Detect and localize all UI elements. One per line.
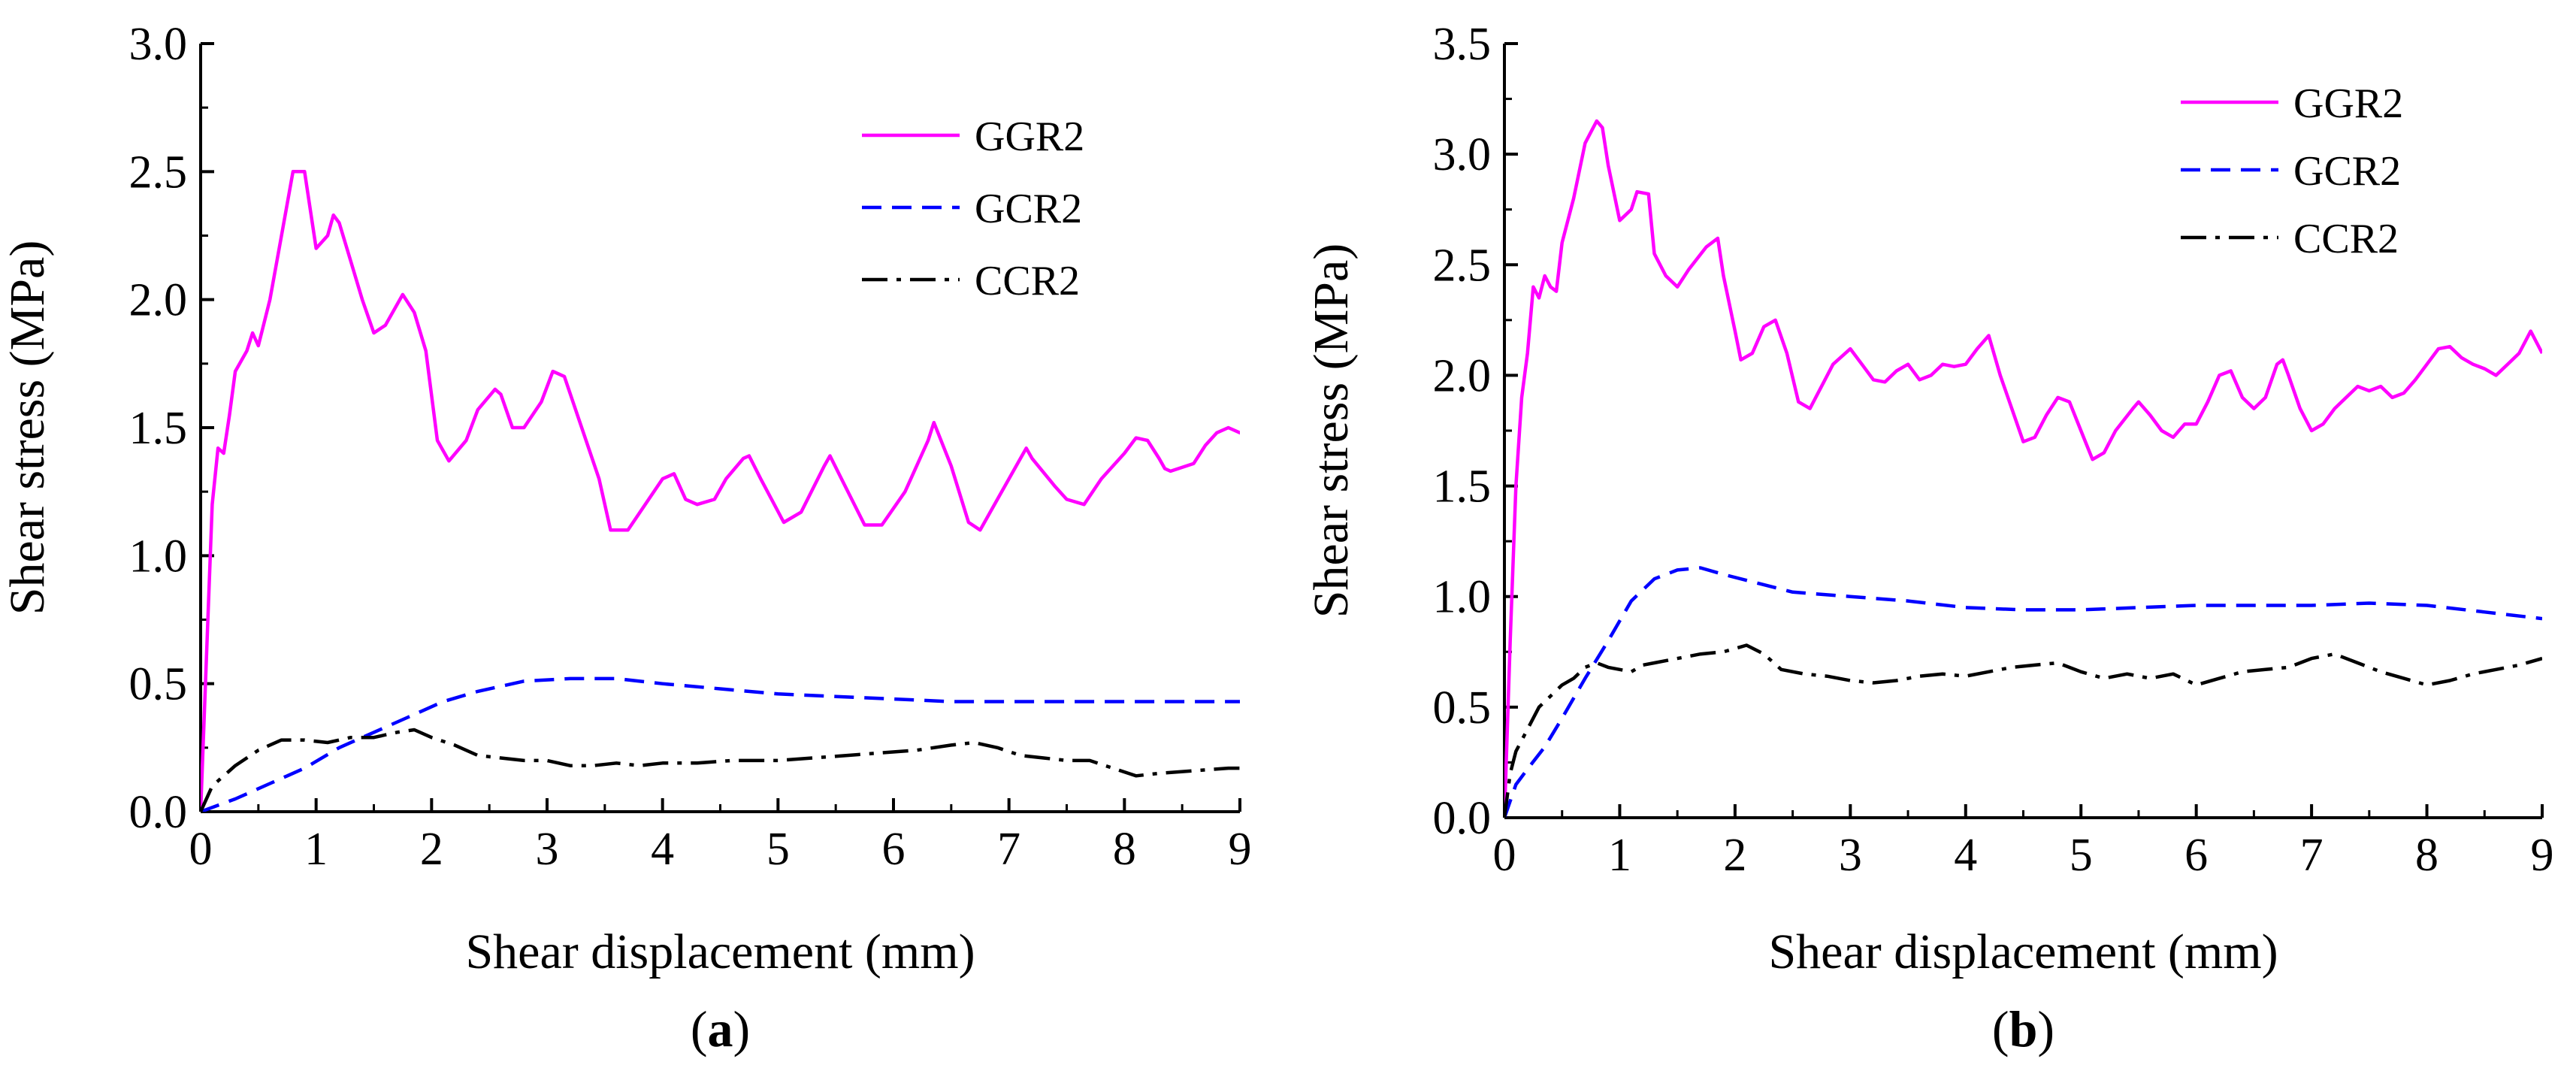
x-tick-label: 2: [420, 824, 443, 875]
legend-label: GCR2: [2293, 148, 2401, 195]
x-tick-label: 7: [997, 824, 1020, 875]
y-tick-label: 2.5: [1433, 240, 1492, 291]
y-tick-label: 1.0: [129, 531, 188, 582]
x-tick-label: 7: [2300, 830, 2324, 881]
y-tick-label: 2.0: [1433, 350, 1492, 401]
legend-label: GGR2: [2293, 80, 2403, 127]
y-tick-label: 0.5: [1433, 682, 1492, 734]
x-tick-label: 3: [536, 824, 559, 875]
chart-panel-b: 0 1 2 3 4 5 6 7 8 9 0.0 0.5 1.0 1.5 2.0 2.5 3.0 3.5 Shear …: [1304, 19, 2554, 1057]
x-tick-label: 4: [1954, 830, 1977, 881]
y-tick-label: 3.0: [1433, 129, 1492, 180]
y-axis-title: Shear stress (MPa): [1304, 244, 1359, 619]
x-tick-label: 6: [882, 824, 906, 875]
y-tick-label: 0.0: [129, 787, 188, 838]
y-tick-label: 1.5: [1433, 461, 1492, 513]
legend-label: GGR2: [975, 113, 1084, 160]
y-tick-label: 1.0: [1433, 572, 1492, 623]
x-tick-label: 6: [2184, 830, 2208, 881]
x-tick-label: 8: [2415, 830, 2438, 881]
x-axis-title: Shear displacement (mm): [1768, 924, 2278, 979]
y-tick-label: 2.0: [129, 275, 188, 326]
x-tick-label: 4: [651, 824, 674, 875]
chart-panel-a: 0 1 2 3 4 5 6 7 8 9 0.0 0.5 1.0 1.5 2.0 2.5 3.0 Shear dis…: [0, 19, 1252, 1057]
x-tick-label: 1: [1608, 830, 1631, 881]
panel-label: (b): [1992, 1000, 2054, 1057]
legend-label: CCR2: [2293, 216, 2399, 262]
x-tick-label: 5: [2070, 830, 2093, 881]
x-tick-label: 5: [766, 824, 790, 875]
x-tick-label: 0: [189, 824, 213, 875]
x-tick-label: 1: [304, 824, 328, 875]
x-axis-title: Shear displacement (mm): [465, 924, 975, 979]
x-tick-label: 8: [1113, 824, 1136, 875]
series-line-ggr2: [201, 170, 1240, 812]
y-tick-label: 0.5: [129, 659, 188, 710]
legend-label: GCR2: [975, 186, 1082, 232]
y-tick-label: 0.0: [1433, 793, 1492, 844]
x-tick-label: 2: [1723, 830, 1746, 881]
series-line-gcr2: [1504, 566, 2542, 818]
y-axis-title: Shear stress (MPa): [0, 241, 55, 616]
x-tick-label: 9: [2531, 830, 2554, 881]
series-line-gcr2: [201, 676, 1240, 812]
y-tick-label: 1.5: [129, 403, 188, 454]
y-tick-label: 3.5: [1433, 19, 1492, 70]
series-line-ccr2: [201, 728, 1240, 812]
x-tick-label: 3: [1839, 830, 1862, 881]
y-tick-label: 3.0: [129, 19, 188, 70]
x-tick-label: 0: [1493, 830, 1516, 881]
series-line-ccr2: [1504, 643, 2542, 818]
panel-label: (a): [691, 1000, 750, 1057]
series-line-ggr2: [1504, 119, 2542, 818]
legend-label: CCR2: [975, 258, 1080, 304]
x-tick-label: 9: [1229, 824, 1252, 875]
y-tick-label: 2.5: [129, 147, 188, 198]
